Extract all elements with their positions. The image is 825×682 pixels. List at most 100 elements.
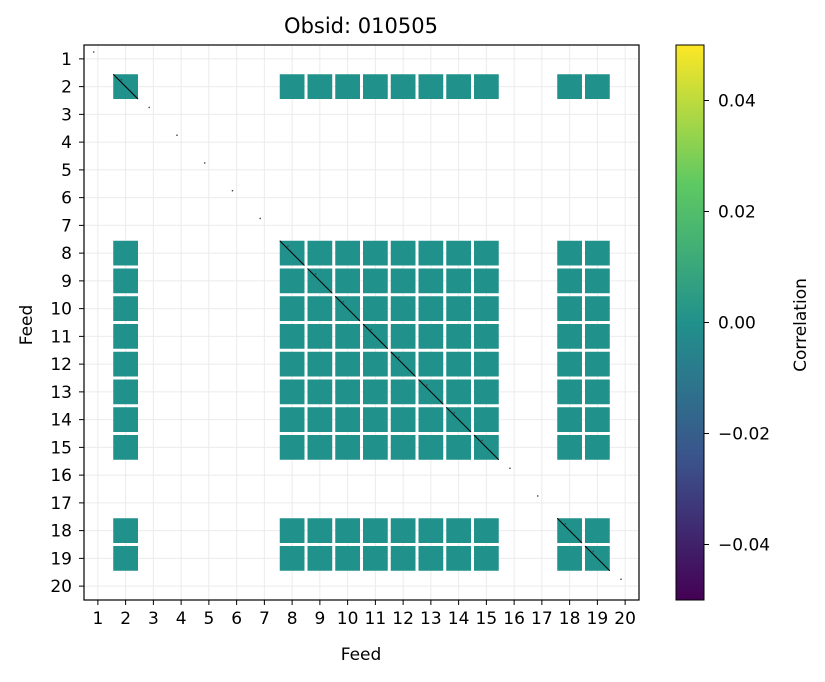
heatmap-cell-feed-12-9 <box>307 351 333 377</box>
y-tick-label: 4 <box>61 133 72 153</box>
diagonal-feed-marker <box>592 550 595 553</box>
heatmap-cell-feed-19-14 <box>446 546 471 571</box>
heatmap-cell-feed-15-12 <box>390 435 416 460</box>
heatmap-cell-feed-12-18 <box>557 351 582 377</box>
heatmap-cell-feed-9-14 <box>446 268 471 294</box>
x-tick-label: 18 <box>559 609 581 629</box>
y-axis-label: Feed <box>17 305 37 346</box>
heatmap-cell-feed-18-14 <box>446 518 471 543</box>
heatmap-cell-feed-11-13 <box>418 324 444 349</box>
heatmap-cell-feed-2-15 <box>474 74 499 99</box>
y-tick-label: 20 <box>50 577 72 597</box>
diagonal-feed-marker <box>203 162 206 164</box>
heatmap-cell-feed-9-15 <box>474 268 499 294</box>
x-tick-label: 17 <box>531 609 553 629</box>
heatmap-cell-feed-11-15 <box>474 324 499 349</box>
heatmap-cell-feed-2-11 <box>363 74 388 99</box>
x-axis-ticks: 1 2 3 4 5 6 7 8 9 10 11 12 13 14 15 16 17 18 19 20 <box>92 600 636 629</box>
heatmap-cell-feed-14-10 <box>335 407 360 432</box>
heatmap-cell-feed-19-8 <box>279 546 305 571</box>
y-tick-label: 11 <box>50 327 72 347</box>
diagonal-marker <box>418 379 444 405</box>
heatmap-cell-feed-18-2 <box>113 518 138 543</box>
heatmap-cell-feed-10-11 <box>363 296 388 321</box>
heatmap-cell-feed-15-19 <box>585 435 610 460</box>
diagonal-marker <box>112 73 139 100</box>
x-tick-label: 10 <box>337 609 359 629</box>
heatmap-cell-feed-9-2 <box>113 268 138 294</box>
x-tick-label: 15 <box>476 609 498 629</box>
heatmap-cell-feed-13-10 <box>335 379 360 405</box>
x-tick-label: 4 <box>176 609 187 629</box>
heatmap-cell-feed-13-8 <box>279 379 305 405</box>
heatmap-cell-feed-19-12 <box>390 546 416 571</box>
colorbar-label: Correlation <box>791 278 811 372</box>
heatmap-cell-feed-15-8 <box>279 435 305 460</box>
y-tick-label: 2 <box>61 78 72 98</box>
plot-frame <box>83 44 640 601</box>
heatmap-cell-feed-13-12 <box>390 379 416 405</box>
heatmap-cell-feed-14-11 <box>363 407 388 432</box>
heatmap-cell-feed-9-10 <box>335 268 360 294</box>
y-tick-label: 9 <box>61 272 72 292</box>
heatmap-cell-feed-13-19 <box>585 379 610 405</box>
heatmap-cell-feed-11-14 <box>446 324 471 349</box>
heatmap-cell-feed-19-11 <box>363 546 388 571</box>
diagonal-feed-marker <box>425 384 428 386</box>
heatmap-cell-feed-2-18 <box>557 74 582 99</box>
heatmap-cell-feed-19-13 <box>418 546 444 571</box>
heatmap-cell-feed-15-10 <box>335 435 360 460</box>
heatmap-cell-feed-19-2 <box>113 546 138 571</box>
y-tick-label: 19 <box>50 549 72 569</box>
heatmap-cell-feed-2-14 <box>446 74 471 99</box>
heatmap-cell-feed-19-15 <box>474 546 499 571</box>
heatmap-cell-feed-14-8 <box>279 407 305 432</box>
heatmap-cell-feed-11-18 <box>557 324 582 349</box>
colorbar-tick-label: −0.02 <box>718 425 770 445</box>
heatmap-cell-feed-13-9 <box>307 379 333 405</box>
heatmap-cell-feed-13-15 <box>474 379 499 405</box>
x-tick-label: 12 <box>392 609 414 629</box>
heatmap-cell-feed-9-18 <box>557 268 582 294</box>
diagonal-feed-marker <box>287 245 289 247</box>
heatmap-cell-feed-15-2 <box>113 435 138 460</box>
heatmap-cell-feed-18-13 <box>418 518 444 543</box>
heatmap-cell-feed-10-2 <box>113 296 138 321</box>
heatmap-cell-feed-18-19 <box>585 518 610 543</box>
heatmap-cell-feed-8-10 <box>335 240 360 266</box>
diagonal-feed-marker <box>620 578 622 580</box>
heatmap-cell-feed-10-15 <box>474 296 499 321</box>
x-axis-label: Feed <box>341 645 382 665</box>
y-tick-label: 14 <box>50 411 72 431</box>
diagonal-feed-marker <box>509 467 511 469</box>
diagonal-feed-marker <box>481 439 484 442</box>
heatmap-cell-feed-2-19 <box>585 74 610 99</box>
heatmap-cell-feed-14-12 <box>390 407 416 432</box>
y-tick-label: 16 <box>50 466 72 486</box>
diagonal-marker <box>584 545 611 572</box>
heatmap-cell-feed-14-18 <box>557 407 582 432</box>
diagonal-marker <box>362 323 389 350</box>
x-tick-label: 7 <box>259 609 270 629</box>
colorbar-ticks: 0.04 0.02 0.00 −0.02 −0.04 <box>704 92 770 556</box>
heatmap-cell-feed-15-9 <box>307 435 333 460</box>
x-tick-label: 9 <box>314 609 325 629</box>
x-tick-label: 1 <box>92 609 103 629</box>
x-tick-label: 8 <box>287 609 298 629</box>
x-tick-label: 6 <box>231 609 242 629</box>
heatmap-cell-feed-2-8 <box>279 74 305 99</box>
heatmap-cell-feed-10-19 <box>585 296 610 321</box>
heatmap-cell-feed-10-14 <box>446 296 471 321</box>
heatmap-cell-feed-12-2 <box>113 351 138 377</box>
heatmap-cell-feed-9-13 <box>418 268 444 294</box>
heatmap-cell-feed-8-9 <box>307 240 333 266</box>
heatmap-cell-feed-13-18 <box>557 379 582 405</box>
colorbar-tick-label: −0.04 <box>718 536 770 556</box>
heatmap-cell-feed-12-8 <box>279 351 305 377</box>
heatmap-cell-feed-15-14 <box>446 435 471 460</box>
colorbar-tick-label: 0.04 <box>718 92 756 112</box>
heatmap-cell-feed-8-13 <box>418 240 444 266</box>
